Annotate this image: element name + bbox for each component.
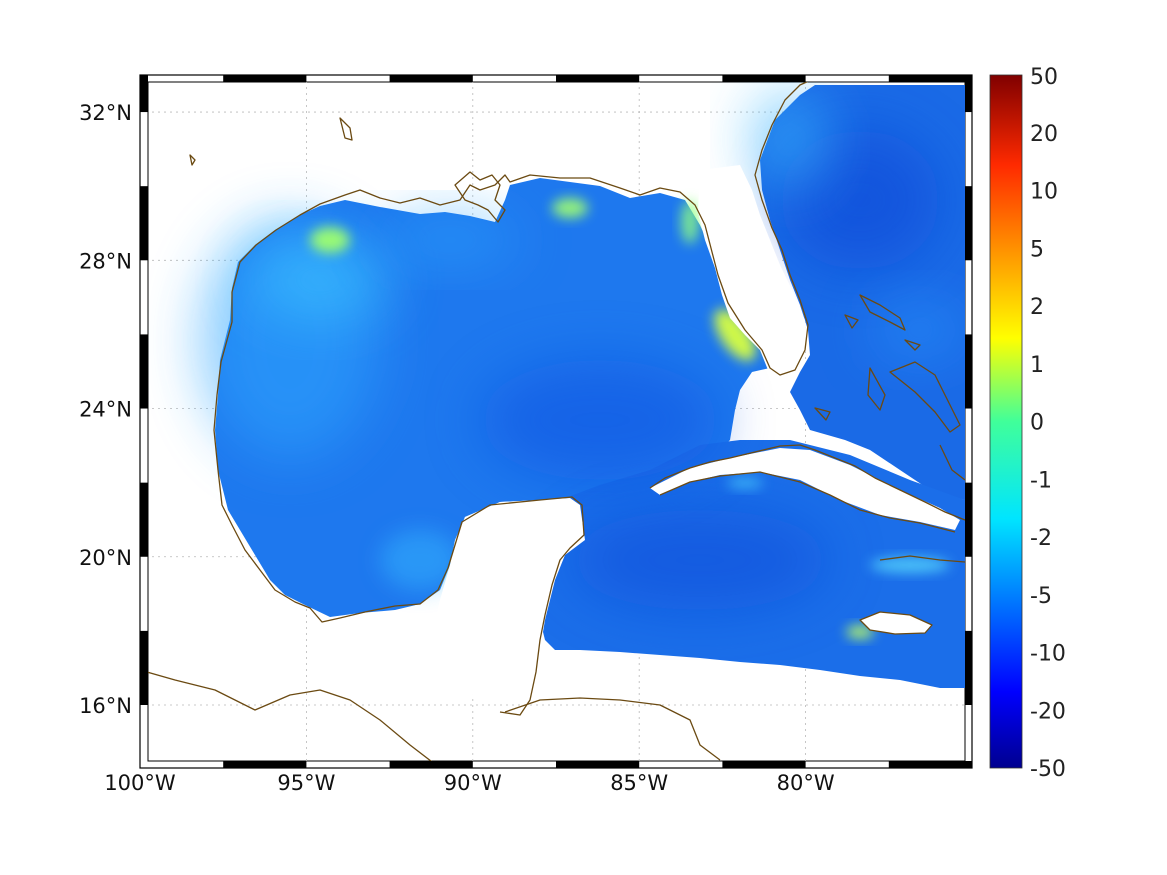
louisiana-delta <box>189 117 506 223</box>
frame-segment-left-7 <box>140 186 148 261</box>
colorbar-tick-4: 2 <box>1030 295 1044 320</box>
frame-segment-bottom-3 <box>389 761 473 768</box>
honduras-coast <box>504 697 721 761</box>
jamaica-coastline <box>859 611 933 635</box>
frame-segment-bottom-9 <box>888 761 972 768</box>
lon-tick-label-1: 95°W <box>277 771 335 795</box>
yucatan-land <box>430 498 585 700</box>
frame-segment-right-3 <box>965 482 972 557</box>
florida-land <box>698 165 808 375</box>
longitude-tick-labels: 100°W 95°W 90°W 85°W 80°W <box>104 771 835 795</box>
lat-tick-label-4: 16°N <box>79 694 132 718</box>
colorbar-tick-5: 1 <box>1030 353 1044 378</box>
frame-segment-left-1 <box>140 630 148 705</box>
cuba-coastline <box>649 444 965 533</box>
frame-segment-top-5 <box>556 75 640 82</box>
us-gulf-coastline <box>213 82 809 471</box>
frame-segment-bottom-7 <box>722 761 806 768</box>
colorbar-tick-1: 20 <box>1030 122 1058 147</box>
frame-border-segments <box>140 75 972 768</box>
frame-segment-left-3 <box>140 482 148 557</box>
hispaniola-coastline <box>879 444 965 563</box>
colorbar-tick-3: 5 <box>1030 237 1044 262</box>
colorbar-tick-7: -1 <box>1030 468 1052 493</box>
frame-segment-left-5 <box>140 334 148 409</box>
lat-tick-label-0: 32°N <box>79 101 132 125</box>
colorbar-tick-10: -10 <box>1030 642 1066 667</box>
lon-tick-label-3: 85°W <box>610 771 668 795</box>
frame-segment-top-9 <box>888 75 972 82</box>
colorbar-gradient <box>989 74 1023 769</box>
lat-tick-label-3: 20°N <box>79 546 132 570</box>
colorbar-tick-12: -50 <box>1030 757 1066 782</box>
central-america-coast <box>148 671 432 761</box>
latitude-tick-labels: 32°N 28°N 24°N 20°N 16°N <box>79 101 132 718</box>
colorbar-tick-8: -2 <box>1030 526 1052 551</box>
frame-segment-left-9 <box>140 75 148 113</box>
coastlines <box>148 82 965 761</box>
ocean-data-field <box>200 85 965 688</box>
colorbar-tick-6: 0 <box>1030 411 1044 436</box>
bahamas-coastline <box>814 294 961 433</box>
lat-tick-label-2: 24°N <box>79 398 132 422</box>
lon-tick-label-2: 90°W <box>444 771 502 795</box>
frame-segment-top-3 <box>389 75 473 82</box>
frame-segment-top-1 <box>223 75 307 82</box>
frame-segment-right-7 <box>965 186 972 261</box>
colorbar-tick-11: -20 <box>1030 699 1066 724</box>
colorbar-tick-0: 50 <box>1030 65 1058 90</box>
land-mask <box>430 165 960 700</box>
frame-segment-bottom-5 <box>556 761 640 768</box>
frame-segment-right-1 <box>965 630 972 705</box>
lon-tick-label-4: 80°W <box>777 771 835 795</box>
lat-tick-label-1: 28°N <box>79 249 132 273</box>
colorbar-tick-9: -5 <box>1030 584 1052 609</box>
frame-segment-right-9 <box>965 75 972 113</box>
frame-segment-bottom-1 <box>223 761 307 768</box>
lon-tick-label-0: 100°W <box>104 771 176 795</box>
cuba-land <box>650 448 960 530</box>
frame-segment-right-5 <box>965 334 972 409</box>
mexico-gulf-coastline <box>217 469 585 716</box>
frame-segment-top-7 <box>722 75 806 82</box>
field-anomalies <box>200 90 965 639</box>
colorbar-tick-2: 10 <box>1030 180 1058 205</box>
